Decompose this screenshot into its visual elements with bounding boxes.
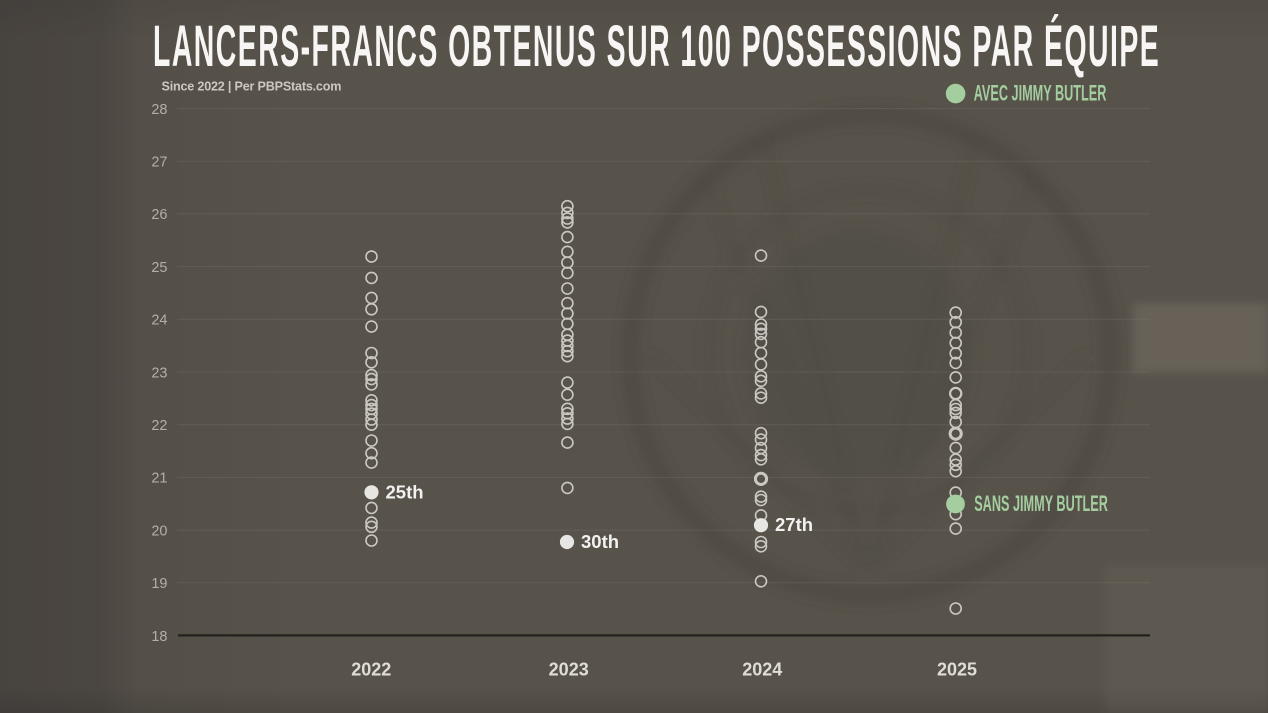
svg-text:LANCERS-FRANCS OBTENUS SUR 100: LANCERS-FRANCS OBTENUS SUR 100 POSSESSIO… xyxy=(153,14,1160,79)
svg-text:22: 22 xyxy=(151,418,167,434)
svg-text:30th: 30th xyxy=(581,531,619,552)
svg-text:SANS JIMMY BUTLER: SANS JIMMY BUTLER xyxy=(974,491,1108,515)
svg-text:27: 27 xyxy=(151,155,167,171)
svg-text:23: 23 xyxy=(151,365,167,381)
svg-text:2022: 2022 xyxy=(351,660,391,680)
svg-text:20: 20 xyxy=(151,523,167,539)
svg-text:25th: 25th xyxy=(386,482,424,503)
svg-text:26: 26 xyxy=(151,207,167,223)
svg-text:Since 2022 | Per PBPStats.com: Since 2022 | Per PBPStats.com xyxy=(162,79,342,93)
svg-text:18: 18 xyxy=(151,629,167,645)
svg-text:27th: 27th xyxy=(775,514,813,535)
svg-text:2025: 2025 xyxy=(937,660,977,680)
svg-text:AVEC JIMMY BUTLER: AVEC JIMMY BUTLER xyxy=(974,81,1107,105)
svg-text:21: 21 xyxy=(151,471,167,487)
svg-text:19: 19 xyxy=(151,576,167,592)
svg-text:2024: 2024 xyxy=(742,660,782,680)
svg-text:2023: 2023 xyxy=(549,660,589,680)
svg-text:28: 28 xyxy=(151,102,167,118)
svg-text:25: 25 xyxy=(151,260,167,276)
svg-text:24: 24 xyxy=(151,313,167,329)
